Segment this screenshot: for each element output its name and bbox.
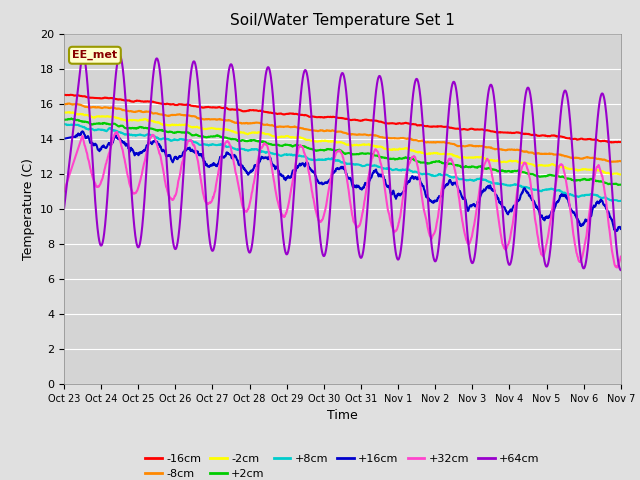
+64cm xyxy=(78,50,86,56)
+16cm xyxy=(60,136,68,142)
+8cm xyxy=(314,157,322,163)
Line: +32cm: +32cm xyxy=(64,132,621,267)
-2cm xyxy=(617,171,625,177)
-8cm xyxy=(433,139,441,145)
Title: Soil/Water Temperature Set 1: Soil/Water Temperature Set 1 xyxy=(230,13,455,28)
+64cm xyxy=(261,77,269,83)
+8cm xyxy=(433,172,441,178)
-16cm xyxy=(220,105,227,111)
+64cm xyxy=(433,252,441,258)
+2cm xyxy=(68,116,76,121)
+8cm xyxy=(271,151,278,157)
-2cm xyxy=(433,150,441,156)
-2cm xyxy=(261,131,269,137)
+32cm xyxy=(108,140,116,145)
+8cm xyxy=(108,127,116,132)
-8cm xyxy=(60,101,68,107)
+2cm xyxy=(617,182,625,188)
+2cm xyxy=(315,147,323,153)
+32cm xyxy=(315,217,323,223)
+64cm xyxy=(220,132,227,138)
-8cm xyxy=(220,117,227,123)
+2cm xyxy=(271,142,279,148)
Line: +8cm: +8cm xyxy=(64,124,621,201)
+16cm xyxy=(612,228,620,234)
Text: EE_met: EE_met xyxy=(72,50,118,60)
+32cm xyxy=(433,216,441,222)
+16cm xyxy=(433,197,441,203)
-2cm xyxy=(271,133,279,139)
-16cm xyxy=(433,124,441,130)
+16cm xyxy=(617,226,625,232)
Line: +2cm: +2cm xyxy=(64,119,621,185)
-2cm xyxy=(60,109,68,115)
+64cm xyxy=(271,120,279,125)
-8cm xyxy=(617,158,625,164)
Line: -2cm: -2cm xyxy=(64,112,621,175)
-8cm xyxy=(109,105,116,110)
+16cm xyxy=(271,164,279,170)
+64cm xyxy=(315,220,323,226)
+8cm xyxy=(219,142,227,147)
+8cm xyxy=(616,198,623,204)
-2cm xyxy=(220,126,227,132)
Line: +16cm: +16cm xyxy=(64,132,621,231)
+16cm xyxy=(315,180,323,186)
-8cm xyxy=(271,124,279,130)
+2cm xyxy=(109,121,116,127)
+8cm xyxy=(60,121,68,127)
+32cm xyxy=(261,141,269,147)
+16cm xyxy=(220,154,227,159)
+64cm xyxy=(617,267,625,273)
+8cm xyxy=(617,198,625,204)
-8cm xyxy=(65,101,73,107)
-2cm xyxy=(616,172,624,178)
-16cm xyxy=(271,110,279,116)
+2cm xyxy=(220,134,227,140)
X-axis label: Time: Time xyxy=(327,409,358,422)
-16cm xyxy=(67,92,74,97)
+2cm xyxy=(60,117,68,122)
+2cm xyxy=(433,159,441,165)
+16cm xyxy=(261,155,269,160)
-16cm xyxy=(315,114,323,120)
+2cm xyxy=(261,139,269,145)
+32cm xyxy=(617,254,625,260)
-8cm xyxy=(315,128,323,134)
+32cm xyxy=(113,129,120,135)
Line: +64cm: +64cm xyxy=(64,53,621,270)
-16cm xyxy=(609,140,617,145)
-8cm xyxy=(609,159,616,165)
+16cm xyxy=(79,129,87,134)
-16cm xyxy=(109,96,116,101)
Line: -8cm: -8cm xyxy=(64,104,621,162)
-2cm xyxy=(66,109,74,115)
-16cm xyxy=(261,109,269,115)
+32cm xyxy=(60,188,68,194)
+64cm xyxy=(60,206,68,212)
+32cm xyxy=(271,184,279,190)
Legend: -16cm, -8cm, -2cm, +2cm, +8cm, +16cm, +32cm, +64cm: -16cm, -8cm, -2cm, +2cm, +8cm, +16cm, +3… xyxy=(141,449,544,480)
-16cm xyxy=(617,139,625,145)
-2cm xyxy=(109,114,116,120)
-16cm xyxy=(60,92,68,98)
-8cm xyxy=(261,122,269,128)
Y-axis label: Temperature (C): Temperature (C) xyxy=(22,158,35,260)
+2cm xyxy=(614,182,622,188)
+16cm xyxy=(109,140,116,146)
+32cm xyxy=(220,146,227,152)
-2cm xyxy=(315,138,323,144)
+64cm xyxy=(109,116,116,121)
Line: -16cm: -16cm xyxy=(64,95,621,143)
+32cm xyxy=(613,264,621,270)
+8cm xyxy=(260,149,268,155)
